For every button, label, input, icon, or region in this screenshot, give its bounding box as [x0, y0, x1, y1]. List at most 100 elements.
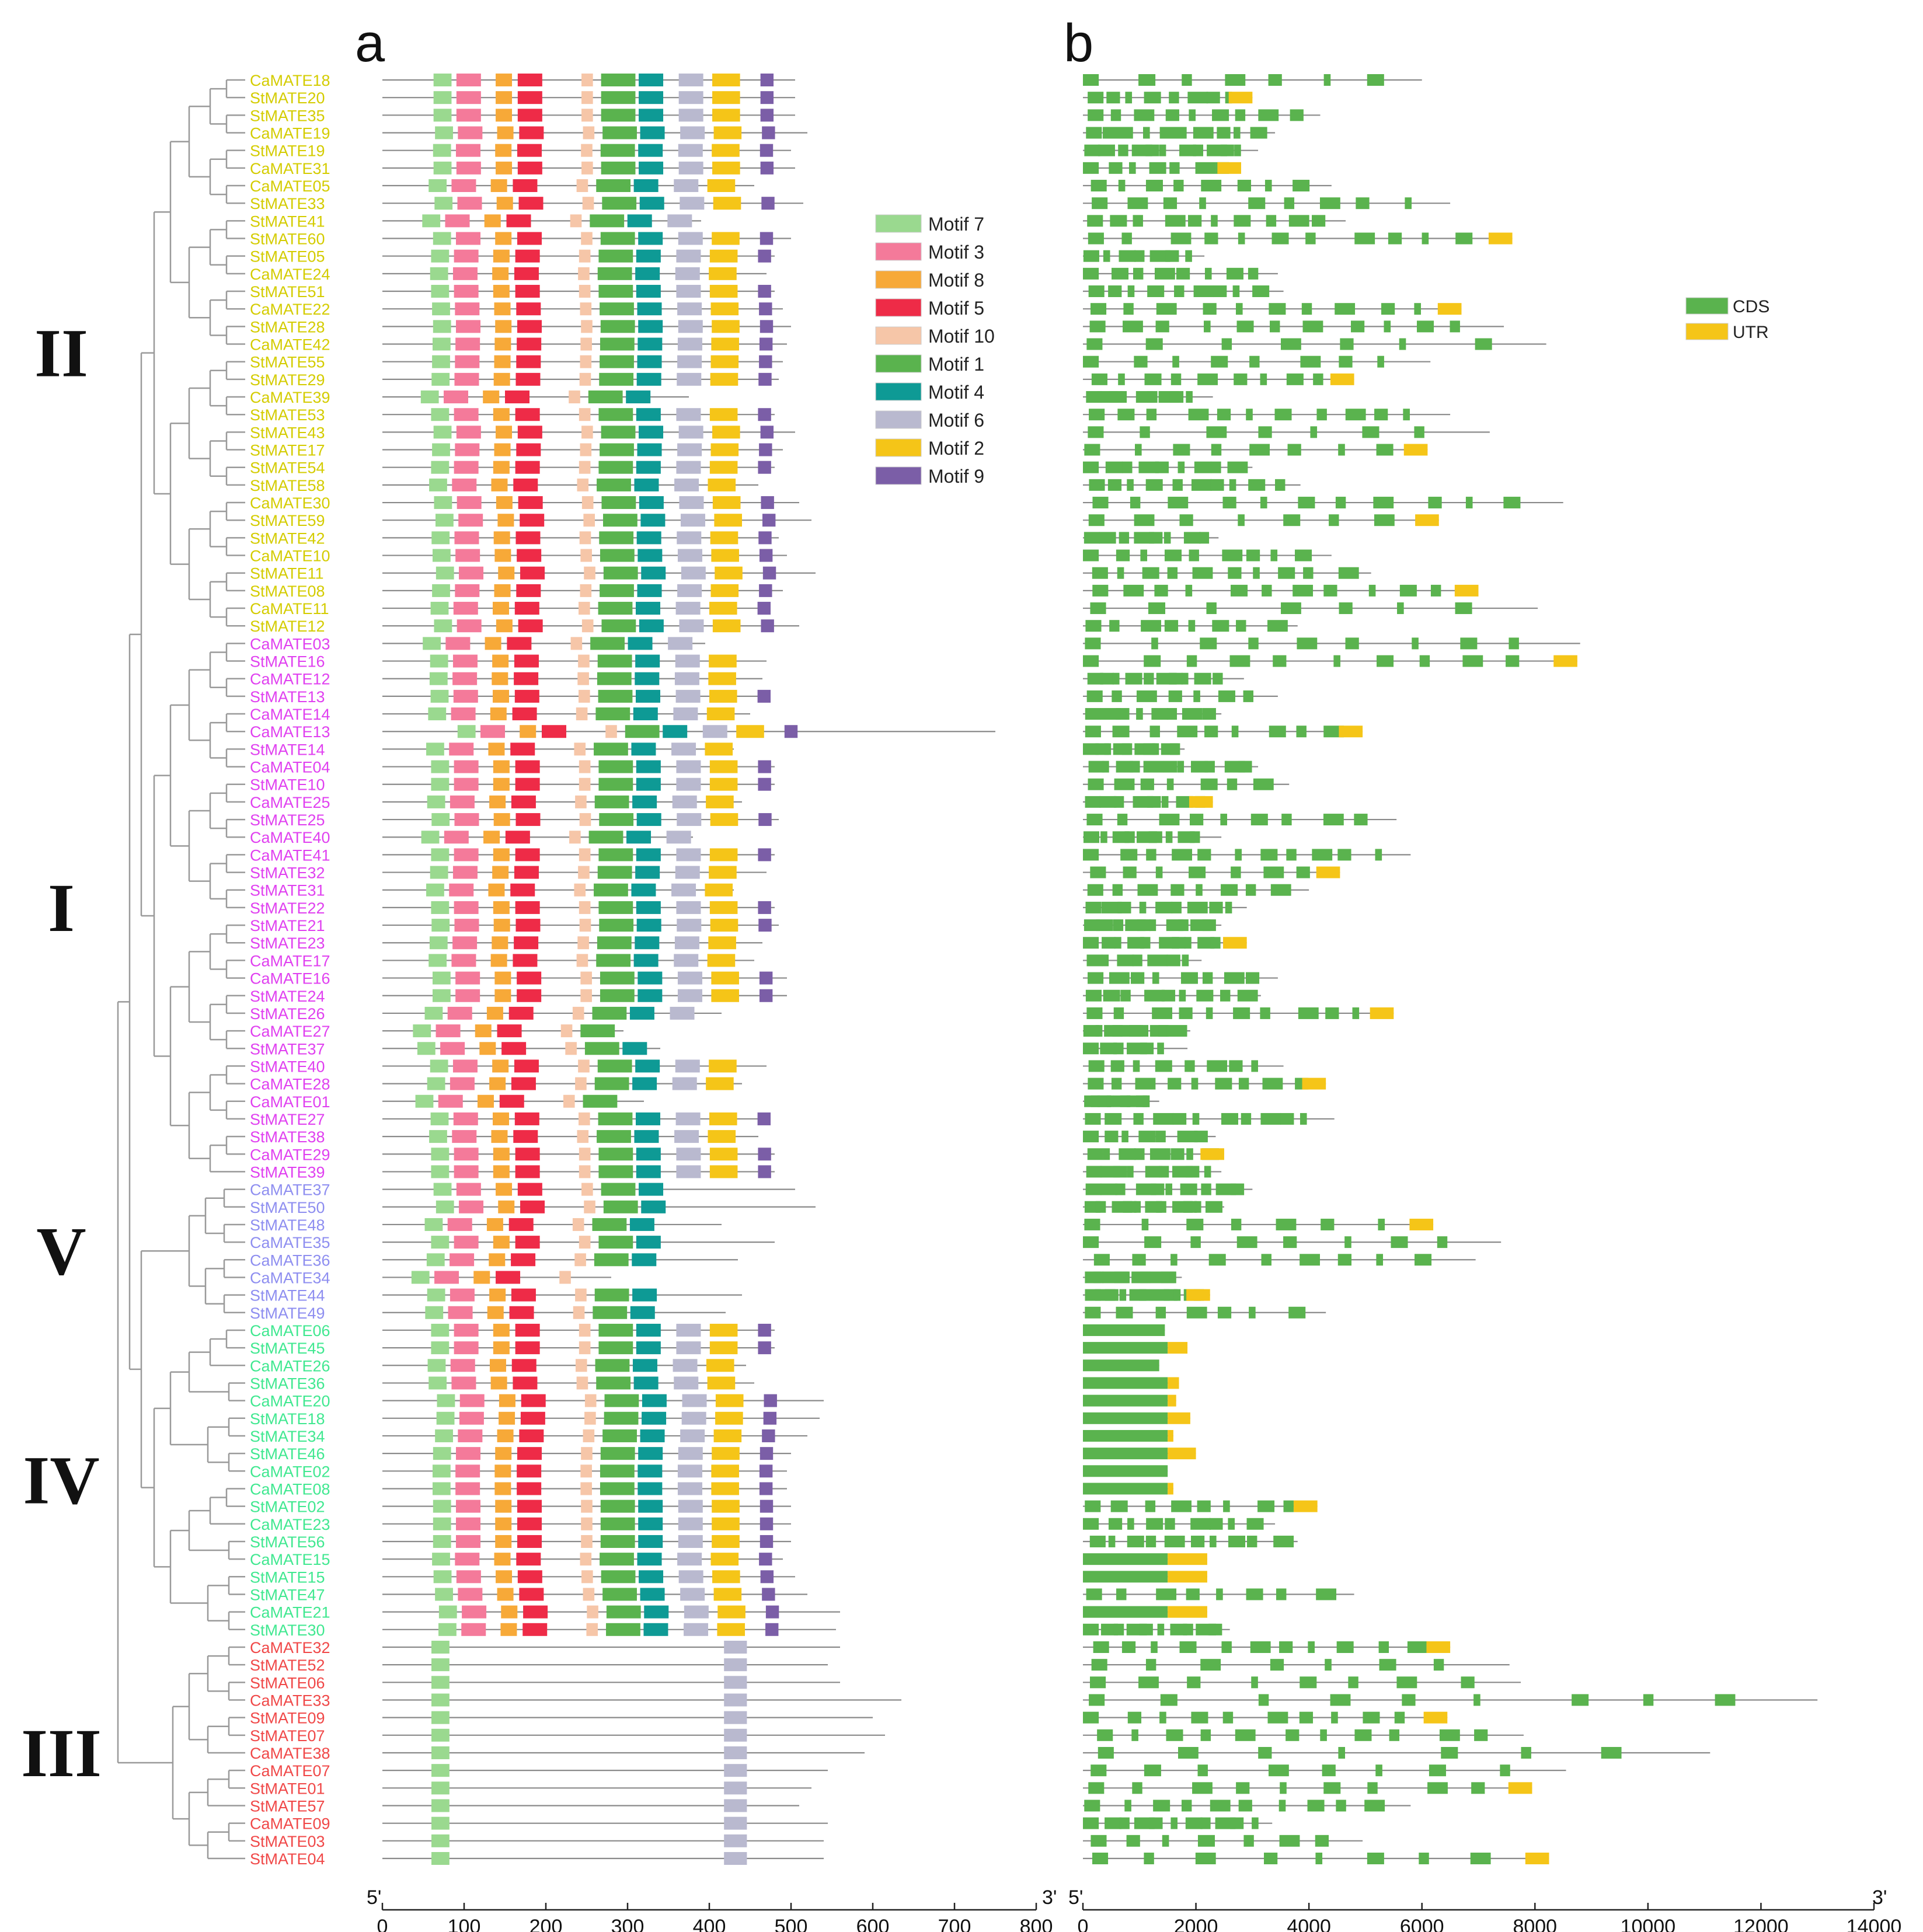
exon-cds	[1166, 1025, 1187, 1037]
motif-box	[765, 1623, 779, 1636]
motif-box	[709, 901, 738, 914]
exon-cds	[1106, 1095, 1114, 1107]
motif-box	[713, 1588, 742, 1601]
exon-cds	[1270, 884, 1291, 896]
exon-cds	[1145, 338, 1163, 350]
motif-box	[677, 1464, 702, 1478]
exon-cds	[1260, 497, 1267, 509]
gene-label: StMATE22	[250, 899, 325, 917]
motif-box	[499, 1094, 524, 1108]
gene-label: CaMATE27	[250, 1023, 330, 1040]
motif-box	[596, 1376, 631, 1390]
exon-cds	[1204, 320, 1211, 333]
exon-cds	[1084, 1218, 1100, 1230]
exon-cds	[1189, 866, 1206, 878]
motif-box	[673, 707, 698, 721]
motif-box	[489, 1359, 506, 1372]
motif-box	[761, 197, 775, 210]
exon-cds	[1086, 690, 1103, 702]
exon-cds	[1083, 743, 1099, 755]
exon-cds	[1234, 373, 1248, 385]
motif-box	[632, 1359, 657, 1372]
motif-axis: 5' 3' 0 100 200 300 400 500 600 700 800	[367, 1886, 1057, 1932]
exon-cds	[1165, 109, 1179, 121]
exon-cds	[1197, 937, 1215, 949]
motif-box	[456, 1517, 480, 1530]
exon-utr	[1339, 726, 1363, 738]
motif-box	[499, 1411, 515, 1425]
exon-cds	[1200, 637, 1217, 650]
motif-box	[633, 707, 658, 721]
motif-box	[717, 1623, 745, 1636]
motif-box	[602, 1588, 637, 1601]
gene-structure-panel	[1083, 74, 1818, 1864]
exon-cds	[1093, 1641, 1109, 1653]
exon-cds	[1110, 215, 1127, 227]
exon-cds	[1089, 320, 1106, 333]
motif-box	[429, 672, 448, 685]
gene-label: StMATE60	[250, 231, 325, 248]
motif-box	[581, 144, 593, 157]
motif-box	[760, 74, 774, 86]
exon-cds	[1176, 127, 1187, 139]
motif-box	[708, 936, 736, 950]
exon-cds	[1220, 989, 1231, 1002]
gene-label: CaMATE14	[250, 706, 330, 723]
motif-box	[431, 919, 450, 932]
exon-cds	[1250, 814, 1268, 826]
motif-box	[760, 320, 774, 333]
motif-box	[456, 91, 481, 104]
motif-box	[493, 408, 510, 421]
exon-cds	[1301, 303, 1312, 315]
exon-utr	[1168, 1342, 1188, 1354]
exon-cds	[1128, 162, 1136, 174]
motif-box	[635, 267, 660, 280]
motif-box	[600, 584, 634, 597]
motif-box	[413, 1024, 431, 1038]
exon-cds	[1191, 1077, 1199, 1090]
motif-box	[452, 936, 478, 950]
gene-label: CaMATE07	[250, 1762, 330, 1780]
gene-label: StMATE58	[250, 477, 325, 494]
exon-cds	[1290, 109, 1304, 121]
motif-box	[601, 1570, 636, 1584]
exon-cds	[1211, 461, 1221, 473]
motif-box	[580, 443, 592, 456]
motif-box	[495, 1535, 512, 1548]
motif-box	[451, 707, 476, 721]
exon-cds	[1313, 373, 1323, 385]
motif-box	[584, 1411, 596, 1425]
exon-cds	[1169, 1271, 1176, 1284]
motif-box	[680, 1429, 705, 1442]
panel-label-a: a	[355, 13, 385, 73]
motif-box	[640, 1429, 665, 1442]
exon-cds	[1092, 1853, 1109, 1864]
exon-cds	[1305, 232, 1316, 245]
motif-box	[497, 1588, 514, 1601]
exon-cds	[1153, 1800, 1170, 1812]
motif-box	[434, 496, 452, 510]
exon-cds	[1136, 690, 1157, 702]
motif-box	[713, 1429, 742, 1442]
exon-cds	[1203, 303, 1217, 315]
exon-cds	[1288, 215, 1309, 227]
gene-label: StMATE29	[250, 371, 325, 389]
exon-cds	[1245, 972, 1260, 984]
gene-label: StMATE38	[250, 1128, 325, 1146]
exon-cds	[1088, 778, 1104, 790]
exon-utr	[1553, 655, 1577, 667]
motif-box	[577, 672, 589, 685]
motif-box	[450, 1253, 475, 1267]
motif-box	[581, 1570, 593, 1584]
exon-cds	[1137, 884, 1158, 896]
motif-box	[497, 1024, 522, 1038]
exon-cds	[1185, 584, 1193, 597]
exon-cds	[1134, 514, 1155, 526]
motif-box	[676, 1165, 701, 1178]
motif-box	[583, 1429, 595, 1442]
exon-cds	[1185, 937, 1192, 949]
motif-box	[517, 1499, 542, 1513]
motif-box	[705, 742, 733, 756]
motif-box	[581, 1535, 593, 1548]
motif-box	[622, 1042, 647, 1055]
